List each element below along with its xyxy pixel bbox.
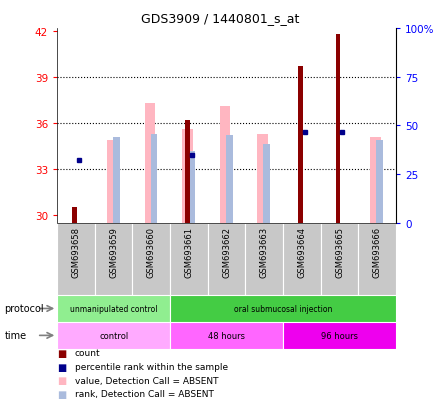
Text: GSM693661: GSM693661: [184, 227, 194, 278]
Bar: [220, 107, 231, 223]
Bar: [358, 223, 396, 295]
Text: GSM693666: GSM693666: [373, 227, 381, 278]
Bar: [283, 223, 321, 295]
Text: GSM693662: GSM693662: [222, 227, 231, 278]
Text: percentile rank within the sample: percentile rank within the sample: [75, 362, 228, 371]
Bar: [107, 140, 117, 223]
Text: unmanipulated control: unmanipulated control: [70, 304, 158, 313]
Text: ■: ■: [57, 348, 66, 358]
Bar: [144, 104, 155, 223]
Bar: [377, 140, 383, 223]
Bar: [226, 136, 233, 223]
Bar: [298, 67, 303, 223]
Text: 48 hours: 48 hours: [208, 331, 245, 340]
Text: GSM693664: GSM693664: [297, 227, 306, 278]
Text: GSM693659: GSM693659: [109, 227, 118, 278]
Bar: [132, 223, 170, 295]
Text: GSM693665: GSM693665: [335, 227, 344, 278]
Text: control: control: [99, 331, 128, 340]
Bar: [170, 295, 396, 322]
Bar: [72, 208, 77, 223]
Text: time: time: [4, 330, 26, 341]
Bar: [321, 223, 358, 295]
Bar: [208, 223, 246, 295]
Bar: [150, 134, 158, 223]
Bar: [370, 138, 381, 223]
Bar: [57, 322, 170, 349]
Text: GSM693660: GSM693660: [147, 227, 156, 278]
Text: ■: ■: [57, 375, 66, 385]
Bar: [170, 223, 208, 295]
Bar: [95, 223, 132, 295]
Text: protocol: protocol: [4, 304, 44, 314]
Text: GSM693658: GSM693658: [72, 227, 81, 278]
Bar: [185, 121, 190, 223]
Text: oral submucosal injection: oral submucosal injection: [234, 304, 332, 313]
Bar: [182, 130, 193, 223]
Text: GDS3909 / 1440801_s_at: GDS3909 / 1440801_s_at: [141, 12, 299, 25]
Bar: [246, 223, 283, 295]
Bar: [170, 322, 283, 349]
Bar: [57, 295, 170, 322]
Bar: [264, 145, 270, 223]
Text: ■: ■: [57, 389, 66, 399]
Text: GSM693663: GSM693663: [260, 227, 269, 278]
Bar: [57, 223, 95, 295]
Text: value, Detection Call = ABSENT: value, Detection Call = ABSENT: [75, 376, 218, 385]
Text: 96 hours: 96 hours: [321, 331, 358, 340]
Bar: [113, 138, 120, 223]
Text: ■: ■: [57, 362, 66, 372]
Bar: [336, 35, 341, 223]
Bar: [188, 151, 195, 223]
Bar: [257, 134, 268, 223]
Text: count: count: [75, 349, 100, 358]
Text: rank, Detection Call = ABSENT: rank, Detection Call = ABSENT: [75, 389, 214, 399]
Bar: [283, 322, 396, 349]
